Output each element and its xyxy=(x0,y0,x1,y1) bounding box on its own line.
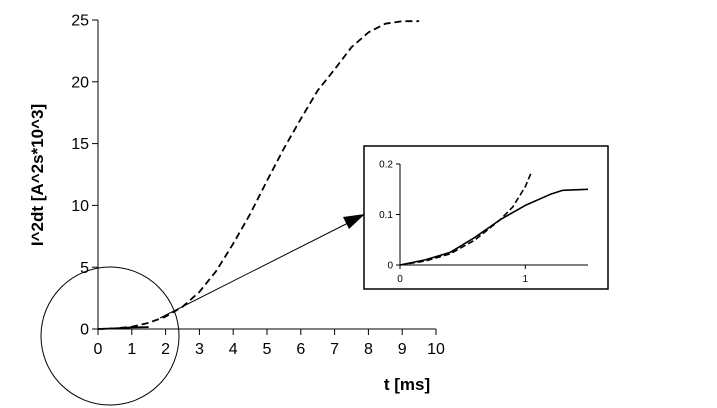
x-axis-title: t [ms] xyxy=(384,375,430,394)
main-x-tick-label: 4 xyxy=(229,341,238,358)
inset-y-tick-label: 0.1 xyxy=(379,210,393,221)
inset-x-tick-label: 1 xyxy=(523,274,529,285)
zoom-arrow-line xyxy=(159,221,351,319)
inset-y-tick-label: 0.2 xyxy=(379,160,393,171)
main-x-tick-label: 9 xyxy=(398,341,407,358)
main-x-tick-label: 2 xyxy=(161,341,170,358)
main-x-tick-label: 6 xyxy=(296,341,305,358)
main-x-tick-label: 1 xyxy=(127,341,136,358)
inset-series-solid xyxy=(399,188,589,266)
main-x-tick-label: 10 xyxy=(427,341,445,358)
zoom-arrow-head xyxy=(343,214,365,229)
main-y-tick-label: 0 xyxy=(80,322,89,339)
main-y-tick-label: 5 xyxy=(80,260,89,277)
main-y-tick-label: 25 xyxy=(71,13,89,30)
inset-x-tick-label: 0 xyxy=(397,274,403,285)
main-x-tick-label: 5 xyxy=(263,341,272,358)
main-y-tick-label: 10 xyxy=(71,198,89,215)
inset-series-dashed xyxy=(399,171,533,266)
main-series-solid xyxy=(97,326,149,330)
main-x-tick-label: 8 xyxy=(364,341,373,358)
main-x-tick-label: 7 xyxy=(330,341,339,358)
zoom-region-circle xyxy=(40,266,180,406)
main-x-tick-label: 0 xyxy=(94,341,103,358)
y-axis-title: I^2dt [A^2s*10^3] xyxy=(28,104,47,246)
main-y-tick-label: 15 xyxy=(71,136,89,153)
inset-y-tick-label: 0 xyxy=(387,261,393,272)
main-series-dashed xyxy=(97,20,420,330)
inset-frame xyxy=(363,145,609,290)
main-x-tick-label: 3 xyxy=(195,341,204,358)
main-y-tick-label: 20 xyxy=(71,74,89,91)
